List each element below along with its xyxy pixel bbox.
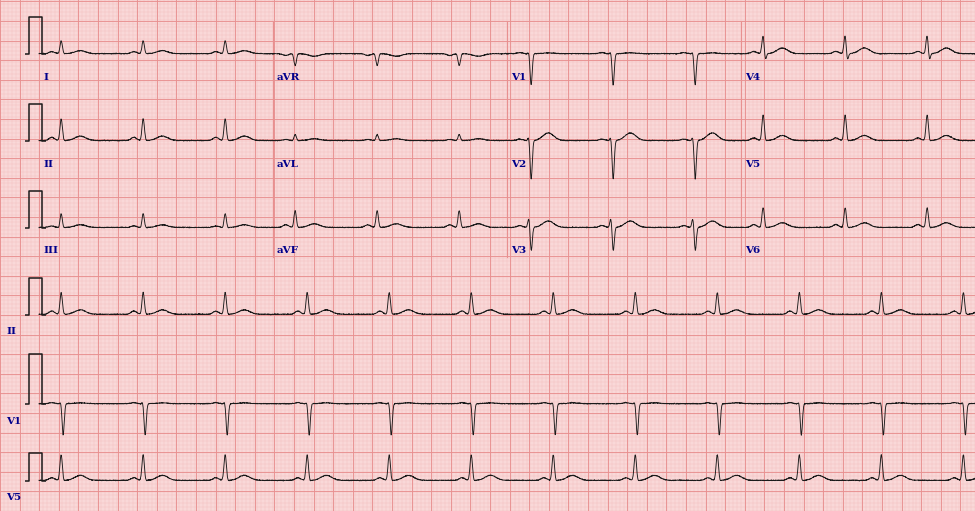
Text: III: III xyxy=(43,246,58,256)
Text: V1: V1 xyxy=(511,73,526,82)
Text: aVF: aVF xyxy=(277,246,299,256)
Text: I: I xyxy=(43,73,48,82)
Text: II: II xyxy=(43,159,53,169)
Text: V1: V1 xyxy=(6,416,21,426)
Text: V2: V2 xyxy=(511,159,526,169)
Text: II: II xyxy=(6,327,16,336)
Text: aVR: aVR xyxy=(277,73,300,82)
Text: aVL: aVL xyxy=(277,159,299,169)
Text: V5: V5 xyxy=(745,159,760,169)
Text: V4: V4 xyxy=(745,73,760,82)
Text: V6: V6 xyxy=(745,246,760,256)
Text: V5: V5 xyxy=(6,493,21,502)
Text: V3: V3 xyxy=(511,246,526,256)
